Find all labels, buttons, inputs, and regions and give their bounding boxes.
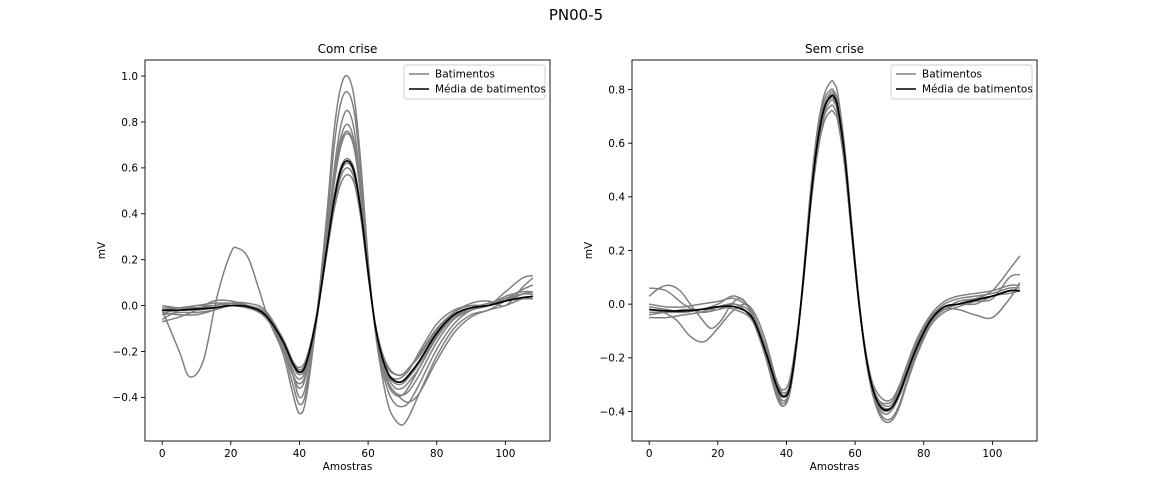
beat-line-2 xyxy=(162,91,533,408)
x-tick-label: 60 xyxy=(361,448,374,460)
y-tick-label: 0.0 xyxy=(608,299,625,311)
beat-line-7 xyxy=(162,167,534,376)
figure-suptitle: PN00-5 xyxy=(548,6,604,24)
x-tick-label: 40 xyxy=(293,448,306,460)
y-tick-label: 0.4 xyxy=(121,209,138,221)
legend-label-1: Batimentos xyxy=(435,69,495,81)
beat-line-6 xyxy=(649,88,1021,424)
x-tick-label: 20 xyxy=(711,448,724,460)
y-tick-label: −0.2 xyxy=(600,353,626,365)
legend-label-2: Média de batimentos xyxy=(435,84,546,96)
mean-line xyxy=(162,160,533,384)
beat-line-7 xyxy=(649,104,1020,405)
x-tick-label: 60 xyxy=(848,448,861,460)
beat-line-1 xyxy=(161,74,533,426)
axes-frame xyxy=(144,59,551,442)
legend-box xyxy=(403,64,546,100)
y-tick-label: 1.0 xyxy=(121,71,138,83)
beat-line-5 xyxy=(649,109,1020,402)
series-group xyxy=(648,80,1021,424)
legend-box xyxy=(890,64,1033,100)
beat-line-1 xyxy=(649,80,1021,413)
y-tick-label: 0.0 xyxy=(121,300,138,312)
y-tick-label: 0.6 xyxy=(121,163,138,175)
y-axis-label: mV xyxy=(96,241,108,259)
y-tick-label: −0.2 xyxy=(113,346,139,358)
legend: Batimentos Média de batimentos xyxy=(403,64,546,100)
y-tick-label: 0.6 xyxy=(608,138,625,150)
beat-line-9 xyxy=(162,174,533,377)
y-tick-label: 0.8 xyxy=(121,117,138,129)
x-tick-label: 40 xyxy=(780,448,793,460)
series-group xyxy=(161,74,534,426)
chart-panel-sem-crise: 0 20 40 60 80 100 −0.4 −0.2 0.0 0.2 0.4 0.6 0.8 Sem c… xyxy=(583,42,1038,473)
legend: Batimentos Média de batimentos xyxy=(890,64,1033,100)
beat-line-10 xyxy=(162,130,533,397)
y-tick-label: 0.2 xyxy=(121,254,138,266)
y-tick-label: 0.8 xyxy=(608,84,625,96)
x-tick-label: 20 xyxy=(224,448,237,460)
beat-line-4 xyxy=(649,93,1021,421)
beat-line-8 xyxy=(162,123,534,404)
x-tick-label: 80 xyxy=(917,448,930,460)
chart-panel-com-crise: 0 20 40 60 80 100 −0.4 −0.2 0.0 0.2 0.4 0.6 0.8 1.0 Co… xyxy=(96,42,551,473)
mean-line xyxy=(649,94,1020,412)
x-tick-label: 80 xyxy=(430,448,443,460)
y-tick-label: −0.4 xyxy=(600,406,626,418)
y-tick-label: −0.4 xyxy=(113,392,139,404)
x-tick-label: 0 xyxy=(159,448,166,460)
y-axis-label: mV xyxy=(583,241,595,259)
beat-line-8 xyxy=(649,90,1021,415)
beat-line-2 xyxy=(648,98,1020,408)
beat-line-3 xyxy=(162,109,534,396)
legend-label-2: Média de batimentos xyxy=(922,84,1033,96)
legend-label-1: Batimentos xyxy=(922,69,982,81)
beat-line-5 xyxy=(161,162,534,383)
beat-line-11 xyxy=(162,157,533,386)
x-axis-label: Amostras xyxy=(810,461,860,473)
beat-line-4 xyxy=(162,132,534,390)
y-tick-label: 0.2 xyxy=(608,245,625,257)
axes-frame xyxy=(631,59,1038,442)
x-tick-label: 100 xyxy=(495,448,515,460)
x-tick-label: 100 xyxy=(982,448,1002,460)
beat-line-6 xyxy=(161,157,534,380)
x-tick-label: 0 xyxy=(646,448,653,460)
y-tick-label: 0.4 xyxy=(608,192,625,204)
beat-line-3 xyxy=(649,96,1020,410)
chart-title: Sem crise xyxy=(805,42,864,56)
x-axis-label: Amostras xyxy=(323,461,373,473)
chart-title: Com crise xyxy=(318,42,378,56)
